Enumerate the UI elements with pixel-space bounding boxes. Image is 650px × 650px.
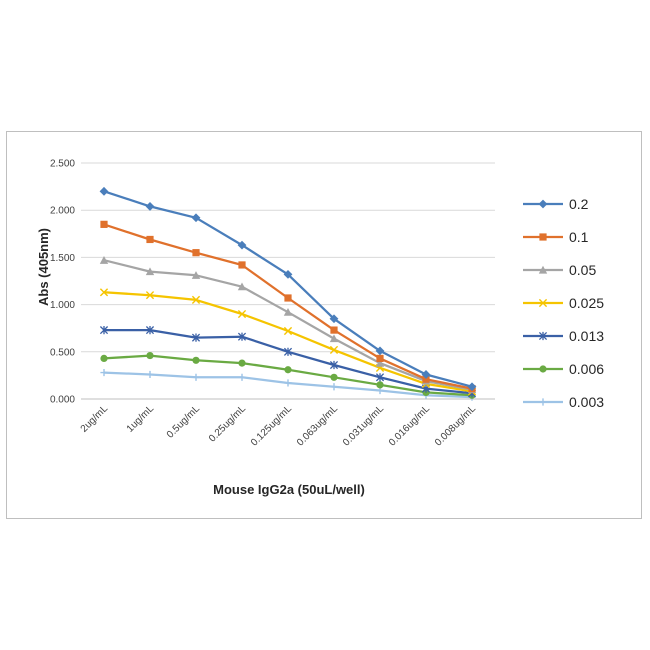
data-point <box>145 267 155 276</box>
data-point <box>376 354 384 363</box>
data-point <box>329 345 339 355</box>
x-tick-label: 1ug/mL <box>125 403 157 435</box>
x-tick-label: 0.008ug/mL <box>433 403 478 448</box>
data-point <box>538 199 548 209</box>
data-point <box>284 379 292 387</box>
data-point <box>284 366 292 374</box>
data-point <box>238 373 246 381</box>
y-tick-label: 0.500 <box>50 347 75 358</box>
data-point <box>421 370 431 379</box>
data-point <box>100 354 108 363</box>
data-point <box>283 269 293 279</box>
data-point <box>376 381 384 389</box>
legend-item: 0.003 <box>523 394 604 410</box>
legend-item: 0.013 <box>523 328 604 344</box>
series-line <box>103 223 473 390</box>
x-tick-label: 0.031ug/mL <box>341 403 386 448</box>
legend-label: 0.1 <box>569 229 589 245</box>
data-point <box>192 249 200 257</box>
data-point <box>99 288 109 297</box>
data-point <box>539 233 547 241</box>
x-tick-label: 0.25ug/mL <box>207 403 249 445</box>
data-point <box>145 291 155 300</box>
x-tick-label: 0.016ug/mL <box>387 403 432 448</box>
data-point <box>330 326 338 334</box>
data-point <box>237 309 247 319</box>
data-point <box>375 346 385 356</box>
data-point <box>146 370 154 379</box>
data-point <box>330 373 338 381</box>
data-point <box>538 331 548 341</box>
data-point <box>539 365 547 373</box>
x-axis-title: Mouse IgG2a (50uL/well) <box>213 482 365 497</box>
data-point <box>145 325 155 335</box>
data-point <box>375 358 385 367</box>
y-axis-title: Abs (405nm) <box>36 228 51 306</box>
data-point <box>238 261 246 269</box>
data-point <box>99 186 109 196</box>
series-0.013 <box>99 325 477 398</box>
data-point <box>146 235 154 244</box>
data-point <box>99 256 109 264</box>
legend-item: 0.1 <box>523 229 589 245</box>
y-tick-label: 2.500 <box>50 159 75 170</box>
data-point <box>191 295 201 304</box>
data-point <box>145 202 155 211</box>
data-point <box>283 347 293 356</box>
data-point <box>192 373 200 381</box>
chart-frame: 0.000 0.500 1.000 1.500 2.000 2.500 2ug/mL 1ug/… <box>6 131 642 519</box>
legend-item: 0.05 <box>523 262 596 278</box>
legend-label: 0.003 <box>569 394 604 410</box>
data-point <box>237 240 247 250</box>
data-point <box>283 326 293 336</box>
data-point <box>237 332 247 341</box>
legend-label: 0.006 <box>569 361 604 377</box>
data-point <box>191 213 201 223</box>
data-point <box>283 307 293 316</box>
legend-label: 0.013 <box>569 328 604 344</box>
data-point <box>330 383 338 391</box>
data-point <box>191 271 201 279</box>
data-point <box>146 351 154 360</box>
x-tick-label: 2ug/mL <box>79 403 111 435</box>
data-point <box>467 382 477 392</box>
legend-item: 0.006 <box>523 361 604 377</box>
y-tick-label: 1.500 <box>50 253 75 264</box>
data-point <box>538 265 548 274</box>
legend-item: 0.2 <box>523 196 589 212</box>
series-0.05 <box>99 256 477 394</box>
data-point <box>329 314 339 324</box>
x-tick-label: 0.125ug/mL <box>249 403 294 448</box>
legend-label: 0.05 <box>569 262 596 278</box>
data-point <box>99 325 109 335</box>
legend-item: 0.025 <box>523 295 604 311</box>
series-0.003 <box>100 368 476 401</box>
data-point <box>100 220 108 228</box>
data-point <box>238 359 246 367</box>
data-point <box>375 373 385 382</box>
x-tick-label: 0.063ug/mL <box>295 403 340 448</box>
data-point <box>284 294 292 302</box>
series-0.2 <box>99 186 477 392</box>
data-point <box>329 360 339 370</box>
y-tick-label: 1.000 <box>50 300 75 311</box>
legend-label: 0.2 <box>569 196 589 212</box>
data-point <box>192 356 200 364</box>
legend-label: 0.025 <box>569 295 604 311</box>
data-point <box>538 298 548 308</box>
data-point <box>329 334 339 343</box>
y-tick-label: 0.000 <box>50 395 75 406</box>
data-point <box>100 368 108 377</box>
data-point <box>539 398 547 406</box>
line-chart: 0.000 0.500 1.000 1.500 2.000 2.500 2ug/mL 1ug/… <box>36 159 604 498</box>
data-point <box>237 282 247 291</box>
y-tick-label: 2.000 <box>50 206 75 217</box>
data-point <box>422 375 430 383</box>
data-point <box>191 333 201 342</box>
x-tick-label: 0.5ug/mL <box>165 403 203 441</box>
